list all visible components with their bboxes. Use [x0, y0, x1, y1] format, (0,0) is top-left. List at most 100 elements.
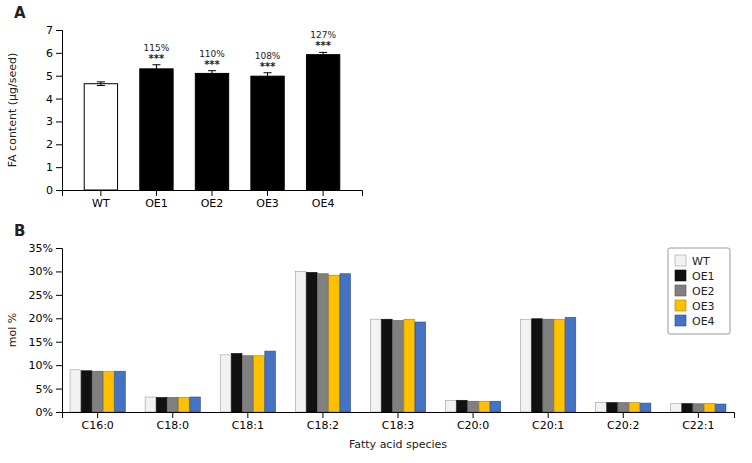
axis-line — [56, 31, 63, 191]
bar — [92, 371, 103, 412]
bar — [532, 319, 543, 412]
legend: WTOE1OE2OE3OE4 — [668, 248, 730, 334]
tick: 35% — [29, 242, 62, 255]
tick: OE1 — [145, 190, 168, 210]
series — [92, 274, 703, 412]
legend-swatch — [675, 315, 686, 326]
legend-label: OE3 — [692, 300, 715, 313]
tick: C22:1 — [682, 412, 714, 432]
tick: WT — [92, 190, 110, 210]
bar — [629, 403, 640, 412]
annotation: 110% — [199, 49, 225, 59]
bar — [329, 275, 340, 412]
tick: OE2 — [201, 190, 224, 210]
tick-mark — [267, 190, 268, 196]
tick: 30% — [29, 265, 62, 278]
bar — [693, 404, 704, 412]
tick-label: 0 — [46, 184, 53, 197]
bar — [265, 351, 276, 412]
legend-label: WT — [692, 255, 710, 268]
chart-container: 01234567WTOE1OE2OE3OE4115%***110%***108%… — [0, 0, 752, 463]
bar — [145, 397, 156, 412]
tick-label: 2 — [46, 138, 53, 151]
bar — [543, 319, 554, 412]
bar — [554, 319, 565, 412]
tick-label: 7 — [46, 24, 53, 37]
error-bar — [97, 82, 105, 86]
tick-mark — [56, 76, 62, 77]
bar — [84, 84, 117, 190]
tick-label: 10% — [29, 359, 53, 372]
bar — [140, 69, 173, 190]
tick-label: 4 — [46, 93, 53, 106]
bar — [565, 317, 576, 412]
tick-label: 35% — [29, 242, 53, 255]
bar — [179, 397, 190, 412]
bar — [231, 353, 242, 412]
bar — [490, 401, 501, 412]
annotation: *** — [204, 59, 220, 70]
legend-item: OE3 — [675, 300, 715, 313]
tick: OE3 — [256, 190, 279, 210]
tick-mark — [97, 412, 98, 418]
bar — [479, 401, 490, 412]
tick-mark — [100, 190, 101, 196]
plot-area — [70, 271, 726, 412]
tick-label: 6 — [46, 47, 53, 60]
error-bar — [264, 73, 272, 80]
tick-label: 25% — [29, 289, 53, 302]
tick: 0% — [36, 406, 62, 419]
tick: C18:1 — [232, 412, 264, 432]
bar — [254, 356, 265, 412]
annotation: *** — [315, 40, 331, 51]
bar — [167, 397, 178, 412]
bar — [195, 73, 228, 190]
bar — [340, 274, 351, 412]
bar — [251, 76, 284, 190]
tick-label: 30% — [29, 265, 53, 278]
legend-swatch — [675, 270, 686, 281]
legend-item: OE1 — [675, 270, 715, 283]
tick: C20:1 — [532, 412, 564, 432]
y-axis-title: FA content (μg/seed) — [6, 53, 19, 167]
annotation: 115% — [144, 43, 170, 53]
tick: 4 — [46, 93, 62, 106]
tick-label: 1 — [46, 161, 53, 174]
bar — [415, 322, 426, 412]
x-axis-title: Fatty acid species — [349, 438, 447, 451]
tick-mark — [56, 190, 62, 191]
tick-label: C22:1 — [682, 419, 714, 432]
series — [70, 271, 681, 412]
bar — [220, 355, 231, 412]
tick: C18:0 — [157, 412, 189, 432]
series — [81, 272, 692, 412]
panel-title: B — [14, 222, 25, 240]
bar — [295, 271, 306, 412]
tick: 1 — [46, 161, 62, 174]
bar — [156, 397, 167, 412]
error-bar — [152, 65, 160, 73]
tick: 0 — [46, 184, 62, 197]
x-axis: WTOE1OE2OE3OE4 — [63, 190, 363, 210]
tick-mark — [56, 53, 62, 54]
tick-mark — [212, 190, 213, 196]
bar — [618, 403, 629, 412]
error-bar — [208, 71, 216, 76]
tick-mark — [56, 167, 62, 168]
panel: 0%5%10%15%20%25%30%35%C16:0C18:0C18:1C18… — [6, 222, 735, 451]
bar — [81, 371, 92, 412]
bar — [607, 403, 618, 412]
tick-mark — [322, 412, 323, 418]
tick-label: C20:0 — [457, 419, 489, 432]
tick-mark — [56, 389, 62, 390]
bar — [445, 400, 456, 412]
bar — [457, 400, 468, 412]
tick-mark — [698, 412, 699, 418]
bar — [682, 404, 693, 412]
tick: 6 — [46, 47, 62, 60]
axis-line — [63, 413, 735, 419]
bar — [704, 404, 715, 412]
bar — [104, 372, 115, 412]
legend-label: OE1 — [692, 270, 715, 283]
axis-line — [63, 191, 363, 197]
